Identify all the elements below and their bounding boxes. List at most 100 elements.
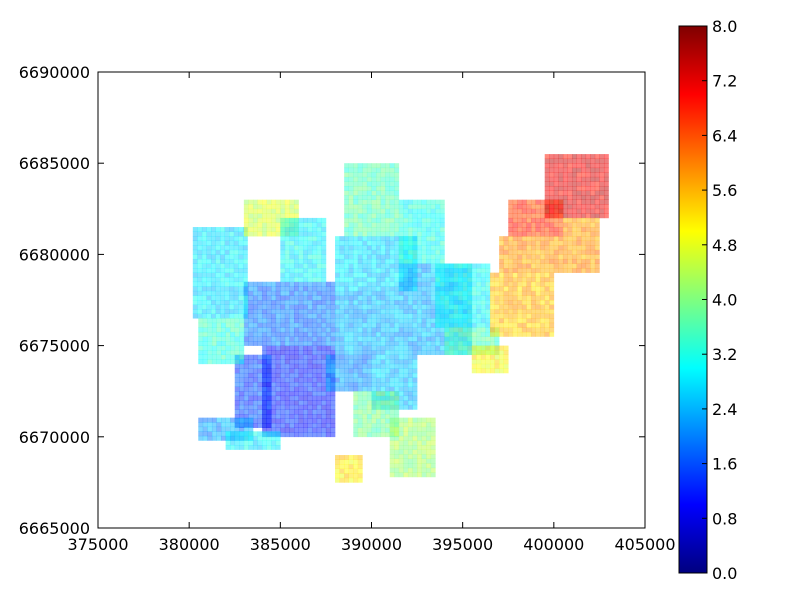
heatmap-cell xyxy=(275,414,281,419)
heatmap-cell xyxy=(435,208,441,214)
heatmap-cell xyxy=(558,254,564,260)
heatmap-cell xyxy=(426,249,432,255)
heatmap-cell xyxy=(585,204,591,210)
heatmap-cell xyxy=(321,382,327,387)
heatmap-cell xyxy=(344,249,350,255)
heatmap-cell xyxy=(439,281,445,287)
heatmap-cell xyxy=(385,227,391,232)
heatmap-cell xyxy=(503,277,509,283)
heatmap-cell xyxy=(211,236,216,242)
heatmap-cell xyxy=(426,350,432,356)
heatmap-cell xyxy=(234,395,240,401)
heatmap-cell xyxy=(389,463,395,469)
heatmap-cell xyxy=(275,363,281,369)
heatmap-cell xyxy=(257,409,263,415)
heatmap-cell xyxy=(339,368,345,374)
heatmap-cell xyxy=(558,204,564,210)
heatmap-cell xyxy=(197,227,203,232)
heatmap-cell xyxy=(426,304,432,310)
heatmap-cell xyxy=(312,258,318,264)
heatmap-cell xyxy=(439,286,445,292)
heatmap-cell xyxy=(435,277,441,283)
heatmap-cell xyxy=(398,227,404,232)
heatmap-cell xyxy=(603,208,609,214)
heatmap-cell xyxy=(567,227,573,232)
heatmap-cell xyxy=(312,414,318,419)
heatmap-cell xyxy=(417,417,422,423)
heatmap-cell xyxy=(312,368,318,374)
heatmap-cell xyxy=(430,350,436,356)
heatmap-cell xyxy=(294,400,299,406)
heatmap-cell xyxy=(262,290,267,296)
heatmap-cell xyxy=(480,313,486,319)
heatmap-cell xyxy=(531,227,536,232)
heatmap-cell xyxy=(221,327,226,333)
heatmap-cell xyxy=(233,240,239,246)
heatmap-cell xyxy=(490,304,495,310)
heatmap-cell xyxy=(581,186,587,191)
heatmap-cell xyxy=(453,281,459,287)
heatmap-cell xyxy=(307,300,313,305)
heatmap-cell xyxy=(275,431,281,437)
heatmap-cell xyxy=(192,272,198,278)
heatmap-cell xyxy=(376,277,381,283)
heatmap-cell xyxy=(215,281,221,287)
heatmap-cell xyxy=(307,400,313,406)
heatmap-cell xyxy=(398,359,404,365)
heatmap-cell xyxy=(535,286,541,292)
heatmap-cell xyxy=(394,195,400,200)
heatmap-cell xyxy=(307,318,313,324)
heatmap-cell xyxy=(325,350,331,356)
heatmap-cell xyxy=(603,176,609,182)
heatmap-cell xyxy=(312,249,318,255)
heatmap-cell xyxy=(248,208,254,214)
heatmap-cell xyxy=(307,263,313,269)
heatmap-cell xyxy=(357,427,363,433)
heatmap-cell xyxy=(512,318,518,324)
heatmap-cell xyxy=(371,322,377,328)
heatmap-cell xyxy=(294,281,299,287)
heatmap-cell xyxy=(435,327,441,333)
heatmap-cell xyxy=(371,386,377,392)
heatmap-cell xyxy=(335,464,340,470)
heatmap-cell xyxy=(284,290,290,296)
heatmap-cell xyxy=(407,458,413,464)
heatmap-cell xyxy=(385,272,391,278)
heatmap-cell xyxy=(362,300,368,305)
heatmap-cell xyxy=(316,400,322,406)
heatmap-cell xyxy=(426,463,432,469)
heatmap-cell xyxy=(215,272,221,278)
heatmap-cell xyxy=(275,409,281,415)
heatmap-cell xyxy=(357,336,363,342)
heatmap-cell xyxy=(275,418,281,424)
heatmap-cell xyxy=(544,195,550,200)
heatmap-cell xyxy=(439,350,445,356)
heatmap-cell xyxy=(430,236,436,242)
heatmap-cell xyxy=(266,418,272,424)
heatmap-cell xyxy=(335,268,340,273)
heatmap-cell xyxy=(394,190,400,196)
heatmap-cell xyxy=(294,331,299,337)
heatmap-cell xyxy=(284,217,290,223)
heatmap-cell xyxy=(531,268,536,273)
heatmap-cell xyxy=(517,318,523,324)
heatmap-cell xyxy=(371,190,377,196)
heatmap-cell xyxy=(526,327,532,333)
heatmap-cell xyxy=(353,400,359,406)
heatmap-cell xyxy=(325,359,331,365)
heatmap-cell xyxy=(234,341,240,346)
heatmap-cell xyxy=(540,258,546,264)
heatmap-cell xyxy=(444,281,450,287)
heatmap-cell xyxy=(335,354,340,360)
heatmap-cell xyxy=(335,377,340,383)
heatmap-cell xyxy=(366,240,372,246)
heatmap-cell xyxy=(280,359,286,365)
heatmap-cell xyxy=(403,258,409,264)
heatmap-cell xyxy=(294,236,299,242)
heatmap-cell xyxy=(298,254,304,260)
heatmap-cell xyxy=(221,350,226,356)
heatmap-cell xyxy=(230,322,236,328)
heatmap-cell xyxy=(366,418,372,424)
heatmap-cell xyxy=(335,258,340,264)
heatmap-cell xyxy=(220,290,226,296)
